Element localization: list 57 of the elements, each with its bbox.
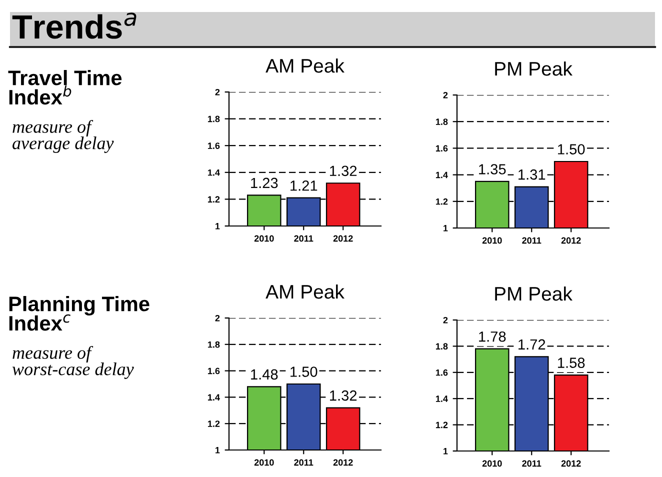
text: Planning Time Index$^{c}$	[9, 296, 150, 331]
y-tick-label: 1.8	[436, 343, 448, 350]
y-tick-label: 1.6	[208, 142, 220, 149]
y-tick-label: 1	[444, 448, 448, 454]
x-tick-label: 2010	[254, 459, 274, 466]
chart-title: AM Peak	[266, 284, 344, 299]
y-tick-label: 1.6	[208, 368, 220, 374]
data-label: 1.78	[479, 331, 506, 342]
y-tick-label: 2	[215, 314, 220, 322]
data-label: 1.21	[290, 180, 318, 191]
data-label: 1.31	[518, 169, 546, 180]
y-tick-label: 1.8	[436, 118, 448, 125]
x-tick-label: 2010	[482, 237, 502, 244]
text: Travel Time Index$^{b}$	[8, 70, 122, 105]
y-tick-label: 2	[215, 88, 220, 96]
x-tick-label: 2011	[522, 237, 542, 244]
y-tick-label: 1	[216, 223, 220, 230]
data-label: 1.35	[479, 164, 506, 174]
y-tick-label: 2	[443, 92, 448, 98]
y-tick-label: 1.6	[436, 145, 448, 152]
chart-title: PM Peak	[495, 286, 572, 301]
y-tick-label: 1.2	[436, 422, 448, 428]
x-tick-label: 2012	[333, 235, 353, 242]
y-tick-label: 1.2	[208, 196, 220, 202]
text: Trends$^{a}$	[12, 12, 136, 39]
text: measure of average delay	[12, 120, 114, 153]
y-tick-label: 1.8	[208, 116, 220, 122]
y-tick-label: 1.4	[436, 396, 448, 402]
y-tick-label: 2	[443, 316, 448, 324]
data-label: 1.23	[251, 178, 278, 188]
data-label: 1.50	[558, 144, 585, 154]
y-tick-label: 1.8	[208, 341, 220, 348]
x-tick-label: 2012	[561, 460, 581, 467]
y-tick-label: 1	[444, 225, 448, 232]
data-label: 1.32	[330, 166, 357, 176]
x-tick-label: 2010	[254, 235, 274, 242]
data-label: 1.58	[558, 358, 585, 368]
y-tick-label: 1	[216, 447, 220, 454]
data-label: 1.32	[330, 390, 357, 401]
chart-title: PM Peak	[495, 61, 572, 76]
x-tick-label: 2011	[294, 459, 314, 466]
x-tick-label: 2012	[561, 237, 581, 244]
chart-title: AM Peak	[266, 58, 344, 73]
x-tick-label: 2011	[294, 235, 314, 242]
y-tick-label: 1.4	[208, 394, 220, 400]
x-tick-label: 2011	[522, 460, 542, 467]
data-label: 1.50	[290, 366, 318, 377]
y-tick-label: 1.6	[436, 369, 448, 376]
x-tick-label: 2012	[333, 459, 353, 466]
y-tick-label: 1.2	[208, 420, 220, 427]
text: measure of worst-case delay	[12, 346, 134, 379]
y-tick-label: 1.4	[208, 169, 220, 176]
data-label: 1.72	[518, 339, 546, 350]
data-label: 1.48	[251, 369, 278, 380]
y-tick-label: 1.2	[436, 198, 448, 205]
y-tick-label: 1.4	[436, 172, 448, 178]
x-tick-label: 2010	[482, 460, 502, 467]
